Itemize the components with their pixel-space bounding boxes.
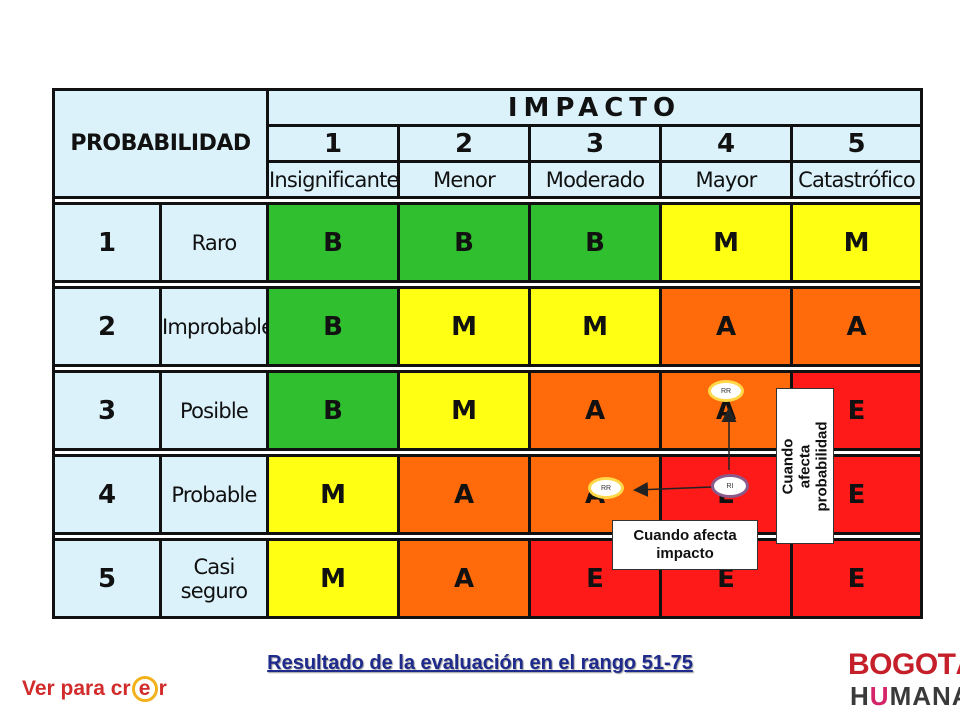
bogota-logo: BOGOTÁ <box>848 648 960 681</box>
impact-name-5: Catastrófico <box>789 160 924 199</box>
residual-risk-marker-impact: RR <box>588 477 624 499</box>
result-caption: Resultado de la evaluación en el rango 5… <box>267 652 693 674</box>
matrix-row-2: 2 Improbable B M M A A <box>52 286 924 367</box>
risk-cell-4-1: M <box>266 454 400 535</box>
matrix-row-1: 1 Raro B B B M M <box>52 202 924 283</box>
probability-name-1: Raro <box>159 202 269 283</box>
humana-logo: HUMANA <box>850 681 960 711</box>
probability-number-4: 4 <box>52 454 162 535</box>
impact-number-5: 5 <box>789 124 924 163</box>
risk-cell-1-2: B <box>397 202 531 283</box>
impact-number-2: 2 <box>397 124 531 163</box>
risk-cell-1-4: M <box>659 202 793 283</box>
inherent-risk-marker: RI <box>711 474 749 498</box>
risk-cell-1-3: B <box>528 202 662 283</box>
probability-header: PROBABILIDAD <box>52 88 269 199</box>
risk-cell-2-3: M <box>528 286 662 367</box>
impact-name-3: Moderado <box>528 160 662 199</box>
impact-name-4: Mayor <box>659 160 793 199</box>
risk-cell-3-3: A <box>528 370 662 451</box>
impact-number-3: 3 <box>528 124 662 163</box>
residual-risk-marker-probability: RR <box>708 380 744 402</box>
risk-cell-1-1: B <box>266 202 400 283</box>
risk-cell-2-1: B <box>266 286 400 367</box>
risk-cell-4-2: A <box>397 454 531 535</box>
matrix-row-5: 5 Casi seguro M A E E E <box>52 538 924 619</box>
impact-number-4: 4 <box>659 124 793 163</box>
impact-name-2: Menor <box>397 160 531 199</box>
arrow-left-impact <box>633 482 713 498</box>
probability-number-3: 3 <box>52 370 162 451</box>
probability-name-4: Probable <box>159 454 269 535</box>
risk-cell-5-2: A <box>397 538 531 619</box>
risk-cell-2-4: A <box>659 286 793 367</box>
probability-name-2: Improbable <box>159 286 269 367</box>
risk-cell-5-5: E <box>789 538 924 619</box>
risk-cell-5-1: M <box>266 538 400 619</box>
probability-number-2: 2 <box>52 286 162 367</box>
risk-cell-2-5: A <box>789 286 924 367</box>
risk-cell-3-1: B <box>266 370 400 451</box>
probability-name-3: Posible <box>159 370 269 451</box>
impact-name-1: Insignificante <box>266 160 400 199</box>
risk-cell-3-2: M <box>397 370 531 451</box>
probability-number-1: 1 <box>52 202 162 283</box>
probability-number-5: 5 <box>52 538 162 619</box>
probability-effect-label: Cuando afecta probabilidad <box>776 388 834 544</box>
impact-effect-label: Cuando afecta impacto <box>612 520 758 570</box>
impact-number-1: 1 <box>266 124 400 163</box>
probability-name-5: Casi seguro <box>159 538 269 619</box>
risk-cell-1-5: M <box>789 202 924 283</box>
impact-header: IMPACTO <box>265 88 924 127</box>
risk-matrix-table: PROBABILIDAD IMPACTO 1 2 3 4 5 Insignifi… <box>51 88 924 619</box>
risk-cell-2-2: M <box>397 286 531 367</box>
slogan-logo: Ver para cr e r <box>22 676 167 702</box>
